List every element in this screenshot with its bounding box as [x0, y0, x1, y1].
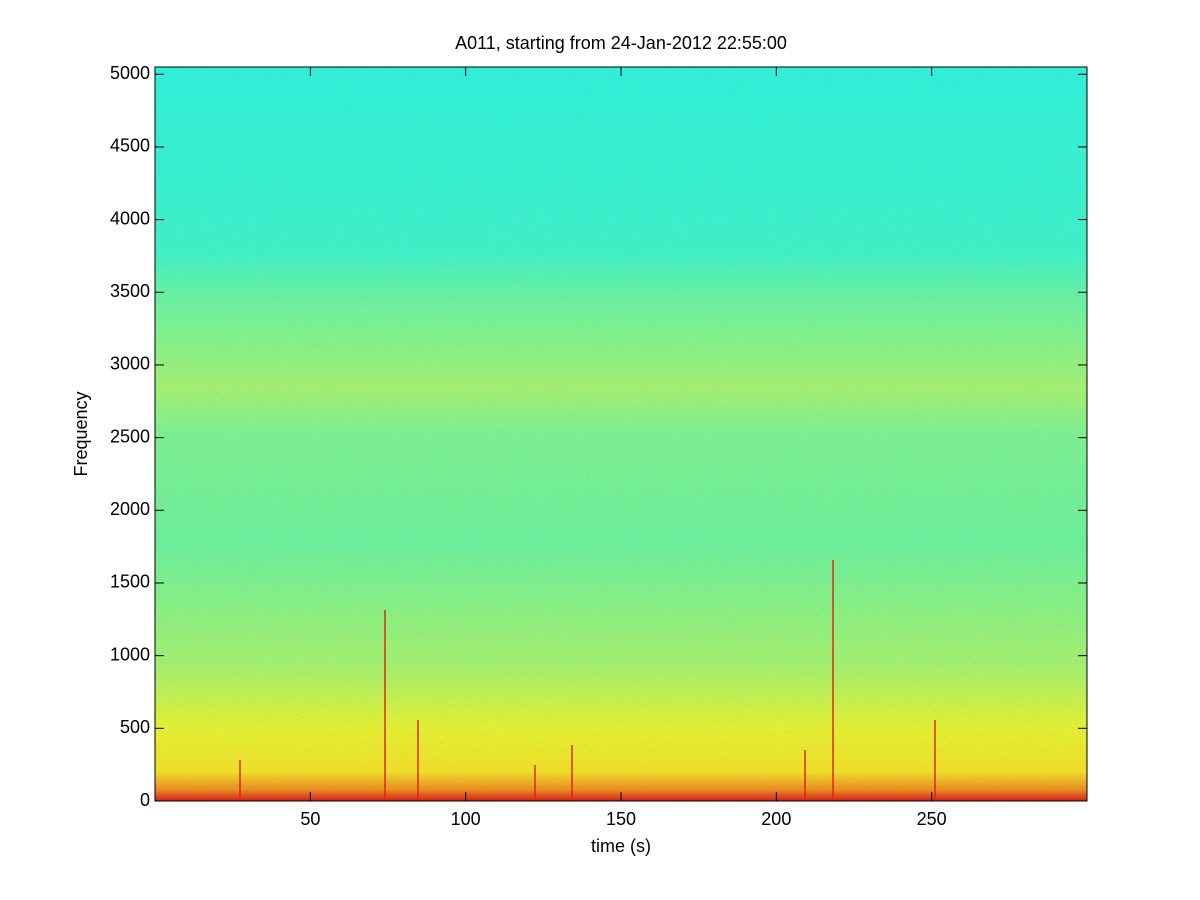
y-tick-label: 2500: [110, 426, 150, 446]
y-tick-label: 500: [120, 717, 150, 737]
x-tick-label: 150: [606, 809, 636, 829]
y-tick-label: 1500: [110, 572, 150, 592]
y-tick-label: 3500: [110, 281, 150, 301]
y-axis-label: Frequency: [71, 391, 91, 476]
x-tick-label: 250: [917, 809, 947, 829]
spectrogram-streaks: [239, 560, 936, 801]
x-tick-label: 100: [451, 809, 481, 829]
y-tick-label: 4000: [110, 208, 150, 228]
y-tick-label: 0: [140, 790, 150, 810]
y-tick-label: 5000: [110, 63, 150, 83]
y-tick-label: 3000: [110, 354, 150, 374]
chart-title: A011, starting from 24-Jan-2012 22:55:00: [455, 33, 787, 53]
y-tick-label: 4500: [110, 136, 150, 156]
plot-area: [154, 66, 1088, 802]
spectrogram-noise: [155, 67, 1087, 801]
x-axis-label: time (s): [591, 836, 651, 856]
x-tick-label: 200: [761, 809, 791, 829]
y-tick-label: 1000: [110, 644, 150, 664]
y-tick-label: 2000: [110, 499, 150, 519]
x-tick-label: 50: [300, 809, 320, 829]
